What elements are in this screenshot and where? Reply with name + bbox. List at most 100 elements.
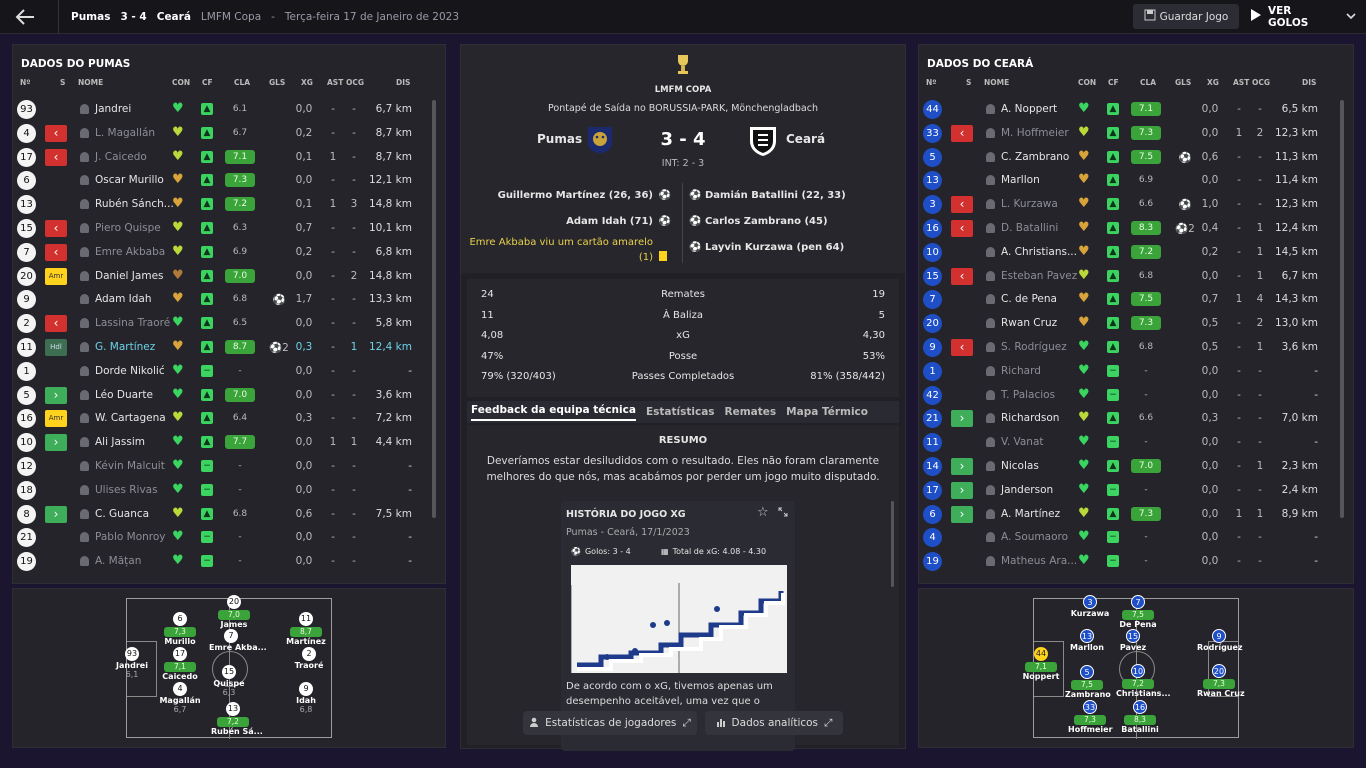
column-header-ast[interactable]: AST xyxy=(327,78,344,87)
column-header-s[interactable]: S xyxy=(60,78,66,87)
player-row[interactable]: 7 C. de Pena ♥ ▲ 7.5 0,7 1 4 14,3 km xyxy=(918,288,1338,312)
player-name[interactable]: A. Noppert xyxy=(1001,103,1058,115)
column-header-cla[interactable]: CLA xyxy=(1140,78,1157,87)
player-name[interactable]: A. Christians... xyxy=(1001,245,1077,258)
formation-player[interactable]: 3 Kurzawa xyxy=(1068,595,1112,618)
player-name[interactable]: Rwan Cruz xyxy=(1001,317,1058,330)
player-row[interactable]: 14 › Nicolas ♥ ▲ 7.0 0,0 - 1 2,3 km xyxy=(918,455,1338,479)
tab-feedback[interactable]: Feedback da equipa técnica xyxy=(471,404,636,421)
player-name[interactable]: Janderson xyxy=(1001,483,1054,496)
player-row[interactable]: 12 Kévin Malcuit ♥ − - 0,0 - - - xyxy=(12,455,432,479)
player-name[interactable]: Nicolas xyxy=(1001,460,1039,472)
player-row[interactable]: 1 Dorde Nikolić ♥ − - 0,0 - - - xyxy=(12,360,432,384)
column-header-cla[interactable]: CLA xyxy=(234,78,251,87)
player-row[interactable]: 18 Ulises Rivas ♥ − - 0,0 - - - xyxy=(12,479,432,503)
player-name[interactable]: V. Vanat xyxy=(1001,436,1044,449)
player-row[interactable]: 4 ‹ L. Magallán ♥ ▲ 6.7 0,2 - - 8,7 km xyxy=(12,122,432,146)
formation-player[interactable]: 11 8,7 Martínez xyxy=(284,612,328,646)
player-name[interactable]: T. Palacios xyxy=(1001,388,1056,401)
player-row[interactable]: 19 A. Mățan ♥ − - 0,0 - - - xyxy=(12,550,432,574)
player-name[interactable]: L. Kurzawa xyxy=(1001,198,1058,211)
formation-player[interactable]: 2 Traoré xyxy=(287,647,331,670)
analytics-button[interactable]: Dados analíticos ⤢ xyxy=(705,711,843,735)
player-name[interactable]: Jandrei xyxy=(95,103,132,115)
player-row[interactable]: 15 ‹ Piero Quispe ♥ ▲ 6.3 0,7- -10,1 km xyxy=(12,217,432,241)
feedback-scrollbar[interactable] xyxy=(891,501,894,587)
column-header-xg[interactable]: XG xyxy=(1207,78,1219,87)
column-header-no[interactable]: Nº xyxy=(926,78,937,87)
player-name[interactable]: Ulises Rivas xyxy=(95,483,158,496)
column-header-cf[interactable]: CF xyxy=(202,78,213,87)
formation-player[interactable]: 15 Quispe 6,3 xyxy=(207,665,251,697)
tab-shots[interactable]: Remates xyxy=(724,406,777,418)
player-name[interactable]: Daniel James xyxy=(95,269,164,282)
formation-player[interactable]: 17 7,1 Caicedo xyxy=(158,647,202,681)
player-row[interactable]: 9 ‹ S. Rodríguez ♥ ▲ 6.8 0,5 - 1 3,6 km xyxy=(918,336,1338,360)
player-name[interactable]: Piero Quispe xyxy=(95,222,161,234)
player-row[interactable]: 11 V. Vanat ♥ − - 0,0 - - - xyxy=(918,431,1338,455)
player-row[interactable]: 5 › Léo Duarte ♥ ▲ 7.0 0,0 - - 3,6 km xyxy=(12,384,432,408)
column-header-no[interactable]: Nº xyxy=(20,78,31,87)
formation-player[interactable]: 13 7,2 Rubén Sá... xyxy=(211,702,263,736)
player-name[interactable]: G. Martínez xyxy=(95,341,156,353)
formation-player[interactable]: 33 7,3 Hoffmeier xyxy=(1068,700,1113,734)
column-header-s[interactable]: S xyxy=(966,78,972,87)
player-row[interactable]: 16 Amr W. Cartagena ♥ ▲ 6.4 0,3 - - 7,2 km xyxy=(12,407,432,431)
player-row[interactable]: 13 Marllon ♥ ▲ 6.9 0,0- -11,4 km xyxy=(918,169,1338,193)
column-header-name[interactable]: NOME xyxy=(984,78,1010,87)
formation-player[interactable]: 7 7,5 De Pena xyxy=(1116,595,1160,629)
player-row[interactable]: 17 › Janderson ♥ − - 0,0 - - 2,4 km xyxy=(918,479,1338,503)
column-header-ast[interactable]: AST xyxy=(1233,78,1250,87)
formation-player[interactable]: 20 7,3 Rwan Cruz xyxy=(1197,664,1245,698)
player-row[interactable]: 10 A. Christians... ♥ ▲ 7.2 0,2 - 1 14,5 km xyxy=(918,241,1338,265)
player-row[interactable]: 33 ‹ M. Hoffmeier ♥ ▲ 7.3 0,0 1 2 12,3 km xyxy=(918,122,1338,146)
watch-goals-button[interactable]: VER GOLOS xyxy=(1250,4,1356,29)
player-row[interactable]: 10 › Ali Jassim ♥ ▲ 7.7 0,0 1 1 4,4 km xyxy=(12,431,432,455)
player-row[interactable]: 42 T. Palacios ♥ − - 0,0 - - - xyxy=(918,384,1338,408)
column-header-con[interactable]: CON xyxy=(1078,78,1097,87)
formation-player[interactable]: 9 Rodríguez xyxy=(1197,629,1243,652)
formation-player[interactable]: 44 7,1 Noppert xyxy=(1019,647,1063,681)
save-game-button[interactable]: Guardar Jogo xyxy=(1133,4,1239,29)
column-header-ocg[interactable]: OCG xyxy=(1252,78,1271,87)
formation-player[interactable]: 15 Pavez xyxy=(1111,629,1155,652)
player-name[interactable]: Esteban Pavez xyxy=(1001,269,1078,282)
player-name[interactable]: Léo Duarte xyxy=(95,388,153,401)
column-header-name[interactable]: NOME xyxy=(78,78,104,87)
player-name[interactable]: C. Zambrano xyxy=(1001,150,1070,163)
player-name[interactable]: C. de Pena xyxy=(1001,293,1057,306)
formation-player[interactable]: 10 7,2 Christians... xyxy=(1116,664,1171,698)
player-name[interactable]: A. Soumaoro xyxy=(1001,531,1069,544)
column-header-cf[interactable]: CF xyxy=(1108,78,1119,87)
player-name[interactable]: Kévin Malcuit xyxy=(95,460,165,472)
player-row[interactable]: 4 A. Soumaoro ♥ − - 0,0 - - - xyxy=(918,526,1338,550)
player-name[interactable]: Oscar Murillo xyxy=(95,174,164,187)
player-row[interactable]: 93 Jandrei ♥ ▲ 6.1 0,0 - - 6,7 km xyxy=(12,98,432,122)
player-name[interactable]: Pablo Monroy xyxy=(95,531,166,544)
player-row[interactable]: 17 ‹ J. Caicedo ♥ ▲ 7.1 0,1 1 - 8,7 km xyxy=(12,146,432,170)
formation-player[interactable]: 6 7,3 Murillo xyxy=(158,612,202,646)
player-row[interactable]: 44 A. Noppert ♥ ▲ 7.1 0,0 - - 6,5 km xyxy=(918,98,1338,122)
player-name[interactable]: S. Rodríguez xyxy=(1001,341,1067,353)
formation-player[interactable]: 4 Magallán 6,7 xyxy=(158,682,202,714)
player-row[interactable]: 13 Rubén Sánch... ♥ ▲ 7.2 0,1 1 3 14,8 km xyxy=(12,193,432,217)
away-list-scrollbar[interactable] xyxy=(1340,100,1344,518)
home-list-scrollbar[interactable] xyxy=(432,100,436,518)
player-row[interactable]: 15 ‹ Esteban Pavez ♥ ▲ 6.8 0,0 - 1 6,7 km xyxy=(918,265,1338,289)
tab-statistics[interactable]: Estatísticas xyxy=(645,406,715,418)
player-stats-button[interactable]: Estatísticas de jogadores ⤢ xyxy=(523,711,697,735)
player-name[interactable]: Ali Jassim xyxy=(95,436,145,449)
player-row[interactable]: 16 ‹ D. Batallini ♥ ▲ 8.3 ⚽2 0,4 - 1 12,4 km xyxy=(918,217,1338,241)
player-name[interactable]: J. Caicedo xyxy=(95,150,147,163)
formation-player[interactable]: 5 7,5 Zambrano xyxy=(1065,665,1111,699)
player-row[interactable]: 8 › C. Guanca ♥ ▲ 6.8 0,6 - - 7,5 km xyxy=(12,503,432,527)
player-row[interactable]: 2 ‹ Lassina Traoré ♥ ▲ 6.5 0,0 - - 5,8 km xyxy=(12,312,432,336)
star-icon[interactable]: ☆ xyxy=(757,505,769,520)
player-name[interactable]: A. Mățan xyxy=(95,555,142,568)
column-header-gls[interactable]: GLS xyxy=(1175,78,1192,87)
player-row[interactable]: 21 Pablo Monroy ♥ − - 0,0 - - - xyxy=(12,526,432,550)
player-row[interactable]: 1 Richard ♥ − - 0,0 - - - xyxy=(918,360,1338,384)
player-name[interactable]: Marllon xyxy=(1001,174,1040,187)
player-row[interactable]: 20 Amr Daniel James ♥ ▲ 7.0 0,0 - 2 14,8 km xyxy=(12,265,432,289)
column-header-xg[interactable]: XG xyxy=(301,78,313,87)
